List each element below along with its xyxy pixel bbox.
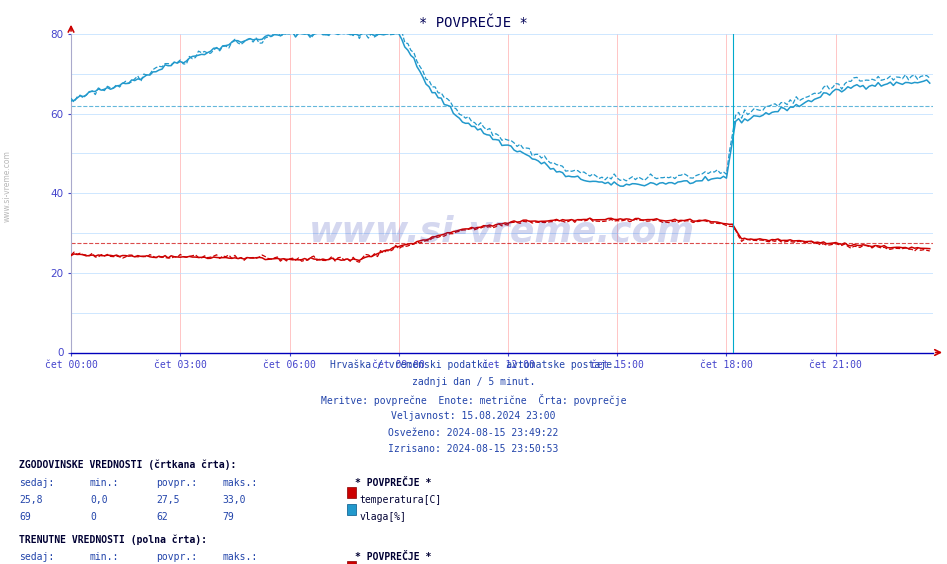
Text: maks.:: maks.: <box>223 478 258 488</box>
Text: Veljavnost: 15.08.2024 23:00: Veljavnost: 15.08.2024 23:00 <box>391 411 556 421</box>
Text: povpr.:: povpr.: <box>156 478 197 488</box>
Text: www.si-vreme.com: www.si-vreme.com <box>3 150 12 222</box>
Text: 69: 69 <box>19 512 30 522</box>
Text: * POVPREČJE *: * POVPREČJE * <box>355 552 432 562</box>
Text: Meritve: povprečne  Enote: metrične  Črta: povprečje: Meritve: povprečne Enote: metrične Črta:… <box>321 394 626 406</box>
Text: Osveženo: 2024-08-15 23:49:22: Osveženo: 2024-08-15 23:49:22 <box>388 428 559 438</box>
Text: zadnji dan / 5 minut.: zadnji dan / 5 minut. <box>412 377 535 387</box>
Text: 0,0: 0,0 <box>90 495 108 505</box>
Text: 25,8: 25,8 <box>19 495 43 505</box>
Text: Izrisano: 2024-08-15 23:50:53: Izrisano: 2024-08-15 23:50:53 <box>388 444 559 455</box>
Text: * POVPREČJE *: * POVPREČJE * <box>355 478 432 488</box>
Text: 0: 0 <box>90 512 96 522</box>
Text: * POVPREČJE *: * POVPREČJE * <box>420 16 527 30</box>
Text: 27,5: 27,5 <box>156 495 180 505</box>
Text: min.:: min.: <box>90 552 119 562</box>
Text: TRENUTNE VREDNOSTI (polna črta):: TRENUTNE VREDNOSTI (polna črta): <box>19 534 207 545</box>
Text: maks.:: maks.: <box>223 552 258 562</box>
Text: ZGODOVINSKE VREDNOSTI (črtkana črta):: ZGODOVINSKE VREDNOSTI (črtkana črta): <box>19 460 237 470</box>
Text: Hrvaška / vremenski podatki - avtomatske postaje.: Hrvaška / vremenski podatki - avtomatske… <box>330 360 617 371</box>
Text: 79: 79 <box>223 512 234 522</box>
Text: min.:: min.: <box>90 478 119 488</box>
Text: povpr.:: povpr.: <box>156 552 197 562</box>
Text: temperatura[C]: temperatura[C] <box>360 495 442 505</box>
Text: vlaga[%]: vlaga[%] <box>360 512 407 522</box>
Text: sedaj:: sedaj: <box>19 478 54 488</box>
Text: www.si-vreme.com: www.si-vreme.com <box>309 214 695 248</box>
Text: sedaj:: sedaj: <box>19 552 54 562</box>
Text: 33,0: 33,0 <box>223 495 246 505</box>
Text: 62: 62 <box>156 512 168 522</box>
